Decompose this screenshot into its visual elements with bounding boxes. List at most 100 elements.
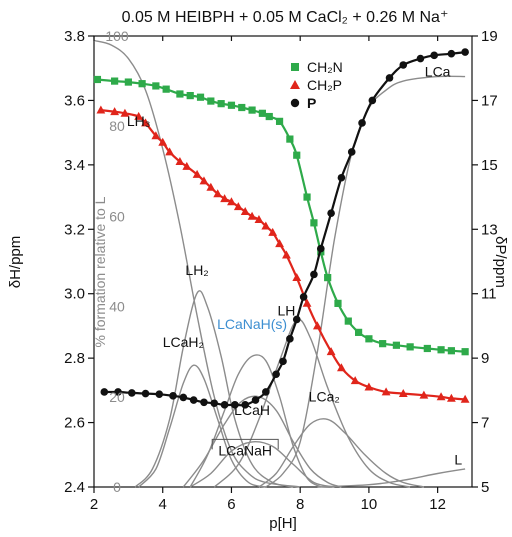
- data-point-p: [141, 389, 150, 398]
- mid-axis-label: % formation relative to L: [92, 196, 108, 347]
- data-point-p: [286, 335, 294, 343]
- lcanah-bracket: [211, 438, 279, 450]
- data-point-ch2n: [196, 93, 205, 101]
- data-point-p: [262, 388, 270, 396]
- data-point-ch2p: [292, 273, 302, 282]
- data-point-p: [241, 401, 249, 409]
- x-axis-label: p[H]: [269, 515, 297, 532]
- data-point-ch2p: [213, 189, 223, 198]
- data-point-p: [231, 401, 239, 409]
- data-point-p: [430, 51, 439, 60]
- right-tick-label: 19: [481, 28, 498, 45]
- left-tick-label: 2.6: [64, 415, 85, 432]
- data-point-ch2n: [447, 347, 455, 355]
- data-point-p: [169, 392, 177, 400]
- data-point-p: [128, 389, 136, 397]
- species-label-lh: LH: [277, 303, 295, 319]
- left-tick-label: 3.2: [64, 221, 85, 238]
- mid-tick-label: 40: [109, 299, 125, 315]
- data-point-ch2p: [282, 250, 291, 259]
- left-tick-label: 3.0: [64, 286, 85, 303]
- data-point-p: [358, 119, 366, 127]
- x-tick-label: 8: [296, 496, 304, 513]
- x-tick-label: 6: [227, 496, 235, 513]
- plot-area: [93, 35, 473, 488]
- species-curve-lcanah-s: [189, 354, 322, 488]
- data-point-ch2n: [334, 299, 342, 307]
- data-point-ch2p: [268, 227, 278, 236]
- left-tick-label: 3.6: [64, 92, 85, 109]
- data-point-ch2p: [337, 363, 346, 372]
- data-point-ch2p: [381, 387, 391, 396]
- data-point-p: [337, 173, 346, 182]
- axes: 2 4 6 8 10 12 2.4 2.6 2.8 3.0 3.2 3.4 3.6 3.8 5 7 9 11 13 1…: [64, 28, 498, 513]
- species-curve-lh2: [134, 290, 294, 488]
- data-point-p: [200, 398, 208, 407]
- data-point-ch2p: [247, 211, 257, 220]
- data-point-ch2n: [93, 75, 102, 84]
- species-label-l: L: [454, 451, 462, 467]
- species-curve-lh: [213, 318, 411, 488]
- data-point-ch2p: [199, 176, 209, 185]
- left-tick-label: 3.8: [64, 28, 85, 45]
- species-label-lh2: LH₂: [185, 262, 208, 278]
- data-point-ch2n: [138, 80, 146, 88]
- data-point-ch2n: [217, 100, 225, 108]
- data-point-ch2n: [265, 112, 273, 121]
- data-point-ch2n: [176, 90, 184, 98]
- data-point-ch2p: [254, 215, 264, 224]
- data-point-p: [189, 396, 198, 404]
- data-point-p: [447, 49, 456, 58]
- data-point-ch2n: [324, 274, 332, 282]
- data-point-ch2n: [207, 97, 215, 105]
- data-point-ch2p: [175, 157, 185, 166]
- data-point-ch2p: [96, 105, 106, 114]
- species-label-lca: LCa: [425, 64, 451, 80]
- data-point-ch2p: [227, 197, 236, 206]
- data-point-ch2p: [326, 347, 336, 356]
- data-point-p: [299, 293, 308, 301]
- data-point-ch2n: [310, 219, 318, 227]
- data-point-p: [210, 399, 219, 408]
- x-tick-label: 12: [429, 496, 446, 513]
- right-tick-label: 13: [481, 221, 498, 238]
- data-point-ch2p: [110, 107, 120, 116]
- data-point-ch2p: [192, 169, 202, 178]
- data-point-ch2p: [261, 221, 271, 230]
- species-curve-lcah2: [138, 364, 266, 488]
- data-point-ch2n: [423, 344, 431, 353]
- data-point-ch2n: [293, 151, 301, 159]
- x-tick-label: 2: [90, 496, 98, 513]
- data-point-ch2p: [460, 394, 470, 403]
- data-point-p: [310, 270, 318, 279]
- data-point-p: [114, 388, 122, 396]
- data-point-ch2n: [355, 328, 363, 336]
- data-point-ch2n: [248, 106, 256, 114]
- data-point-p: [317, 244, 325, 253]
- data-point-ch2n: [152, 82, 160, 90]
- legend-label-p: P: [307, 95, 316, 111]
- legend-label-ch2p: CH₂P: [307, 77, 342, 93]
- x-tick-label: 10: [361, 496, 378, 513]
- data-point-ch2n: [392, 341, 400, 349]
- data-point-ch2p: [275, 239, 284, 248]
- data-point-ch2n: [258, 109, 266, 117]
- data-point-p: [179, 393, 188, 402]
- species-curve-lca: [265, 75, 466, 488]
- data-point-ch2p: [398, 388, 408, 397]
- data-point-p: [385, 74, 394, 82]
- data-point-ch2n: [111, 77, 119, 85]
- data-point-ch2p: [302, 298, 312, 307]
- data-point-ch2p: [220, 194, 229, 203]
- data-point-ch2n: [162, 85, 170, 93]
- left-tick-label: 2.8: [64, 350, 85, 367]
- data-point-p: [461, 48, 469, 56]
- species-label-lca2: LCa₂: [309, 388, 340, 404]
- mid-tick-label: 100: [105, 28, 129, 44]
- data-point-ch2n: [227, 101, 236, 109]
- right-axis-label: δP/ppm: [492, 236, 509, 288]
- legend-marker-ch2n: [291, 63, 299, 71]
- mid-tick-label: 20: [109, 389, 125, 405]
- data-point-ch2p: [134, 111, 144, 120]
